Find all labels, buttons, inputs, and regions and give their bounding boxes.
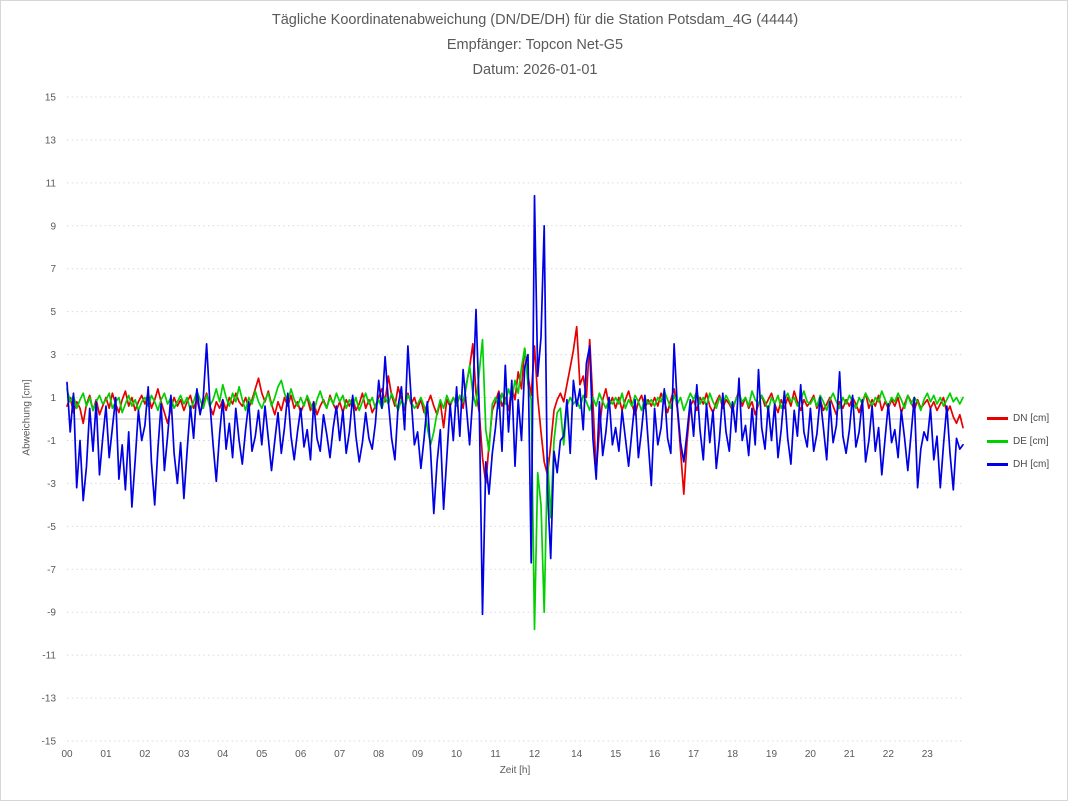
x-tick-label: 11 [490,749,501,760]
y-tick-label: -7 [47,565,56,576]
y-tick-label: -5 [47,522,56,533]
y-tick-label: 3 [50,350,56,361]
x-tick-label: 03 [178,749,190,760]
legend-line-swatch-dh [987,463,1008,466]
x-tick-label: 18 [727,749,739,760]
y-tick-label: 13 [45,135,57,146]
y-tick-label: 9 [50,221,56,232]
x-tick-label: 23 [922,749,934,760]
y-tick-label: 1 [50,393,56,404]
x-tick-label: 12 [529,749,541,760]
y-tick-label: -9 [47,608,56,619]
legend-label-dn: DN [cm] [1013,413,1050,424]
x-tick-label: 01 [100,749,112,760]
y-tick-label: 5 [50,307,56,318]
series-line-dn [66,325,964,495]
legend-line-swatch-dn [987,417,1008,420]
x-tick-label: 22 [883,749,895,760]
x-tick-label: 15 [610,749,622,760]
y-tick-label: -1 [47,436,56,447]
legend-line-swatch-de [987,440,1008,443]
x-axis-title: Zeit [h] [499,765,531,776]
y-tick-label: -3 [47,479,56,490]
x-tick-label: 20 [805,749,817,760]
x-tick-label: 02 [139,749,151,760]
x-tick-label: 06 [295,749,307,760]
x-tick-label: 07 [334,749,346,760]
y-tick-label: -11 [42,651,56,662]
title-block: Tägliche Koordinatenabweichung (DN/DE/DH… [1,8,1067,83]
legend: DN [cm] DE [cm] DH [cm] [987,407,1049,476]
x-tick-label: 16 [649,749,661,760]
series-line-de [66,338,964,631]
x-tick-label: 19 [766,749,778,760]
chart-subtitle-receiver: Empfänger: Topcon Net-G5 [446,37,624,53]
legend-label-de: DE [cm] [1013,436,1049,447]
chart-subtitle-date: Datum: 2026-01-01 [472,62,598,78]
legend-item-dh: DH [cm] [987,453,1049,476]
x-tick-label: 00 [61,749,73,760]
x-tick-label: 08 [373,749,385,760]
y-tick-label: 7 [50,264,56,275]
y-tick-label: -15 [42,737,57,748]
x-tick-label: 04 [217,749,229,760]
legend-item-de: DE [cm] [987,430,1049,453]
chart-title: Tägliche Koordinatenabweichung (DN/DE/DH… [271,12,799,28]
x-tick-label: 10 [451,749,463,760]
x-tick-label: 05 [256,749,268,760]
y-tick-label: 15 [45,93,57,104]
series-line-dh [66,194,964,616]
x-tick-label: 17 [688,749,700,760]
legend-item-dn: DN [cm] [987,407,1049,430]
y-tick-label: -13 [42,694,57,705]
legend-label-dh: DH [cm] [1013,459,1050,470]
x-tick-label: 21 [844,749,856,760]
y-tick-label: 11 [46,178,57,189]
x-tick-label: 09 [412,749,424,760]
x-tick-label: 14 [571,749,583,760]
